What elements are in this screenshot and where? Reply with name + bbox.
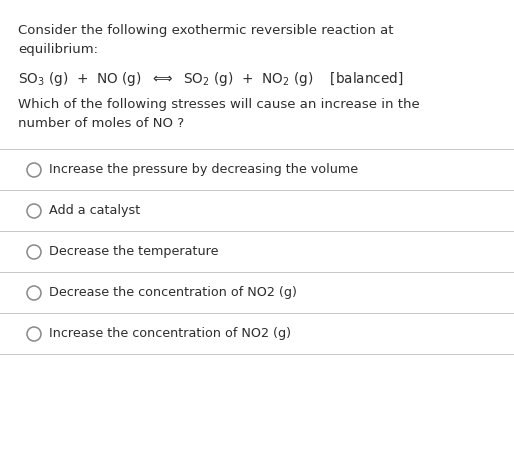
Text: Which of the following stresses will cause an increase in the: Which of the following stresses will cau…	[18, 98, 420, 111]
Text: number of moles of NO ?: number of moles of NO ?	[18, 117, 184, 130]
Text: Decrease the concentration of NO2 (g): Decrease the concentration of NO2 (g)	[49, 286, 297, 298]
Text: SO$_3$ (g)  +  NO (g)  $\Longleftrightarrow$  SO$_2$ (g)  +  NO$_2$ (g)    [bala: SO$_3$ (g) + NO (g) $\Longleftrightarrow…	[18, 70, 403, 88]
Text: Decrease the temperature: Decrease the temperature	[49, 244, 218, 257]
Text: Add a catalyst: Add a catalyst	[49, 204, 140, 217]
Text: Increase the pressure by decreasing the volume: Increase the pressure by decreasing the …	[49, 162, 358, 175]
Text: equilibrium:: equilibrium:	[18, 43, 98, 56]
Text: Increase the concentration of NO2 (g): Increase the concentration of NO2 (g)	[49, 326, 291, 340]
Text: Consider the following exothermic reversible reaction at: Consider the following exothermic revers…	[18, 24, 394, 37]
